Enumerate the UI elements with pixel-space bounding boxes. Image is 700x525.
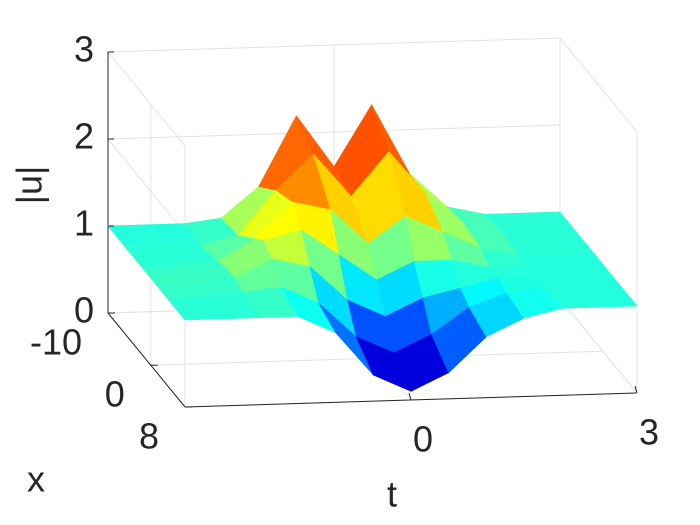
surface-patch <box>543 284 638 309</box>
z-tick-label: 0 <box>74 290 94 331</box>
tick-mark <box>634 385 638 394</box>
x-tick-label: 0 <box>413 419 433 460</box>
axis-line <box>107 312 186 408</box>
axis-line <box>559 37 638 133</box>
x-tick-label: 3 <box>639 412 659 453</box>
z-tick-label: 2 <box>74 116 94 157</box>
tick-mark <box>408 392 412 401</box>
x-tick-label: 0 <box>105 374 125 415</box>
x-tick-label: 8 <box>139 416 159 457</box>
grid-line <box>107 138 186 234</box>
x-axis-title: x <box>27 459 45 500</box>
z-tick-label: 1 <box>74 203 94 244</box>
z-axis-title: |u| <box>9 166 50 205</box>
axis-line <box>559 298 638 394</box>
grid-line <box>107 51 186 147</box>
z-tick-label: 3 <box>74 29 94 70</box>
t-axis-title: t <box>387 474 397 515</box>
x-tick-label: -10 <box>30 322 82 363</box>
